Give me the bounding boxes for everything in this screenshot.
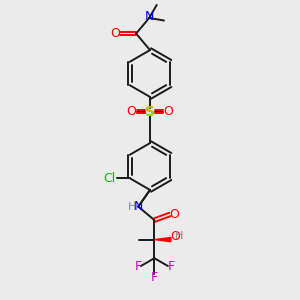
- Text: F: F: [151, 271, 158, 284]
- Text: F: F: [167, 260, 175, 272]
- Text: Cl: Cl: [103, 172, 116, 185]
- Text: H: H: [175, 231, 183, 241]
- Polygon shape: [154, 238, 171, 242]
- Text: O: O: [110, 27, 120, 40]
- Text: F: F: [134, 260, 141, 272]
- Text: O: O: [127, 105, 136, 119]
- Text: O: O: [169, 208, 179, 221]
- Text: S: S: [145, 105, 155, 119]
- Text: O: O: [170, 230, 180, 242]
- Text: H: H: [128, 202, 136, 212]
- Text: N: N: [145, 10, 154, 23]
- Text: O: O: [164, 105, 173, 119]
- Text: N: N: [134, 200, 143, 213]
